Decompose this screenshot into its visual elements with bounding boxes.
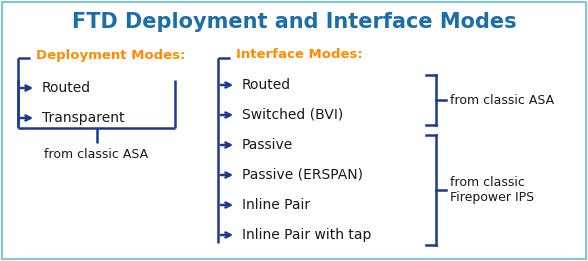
Text: FTD Deployment and Interface Modes: FTD Deployment and Interface Modes [72, 12, 516, 32]
Text: Inline Pair with tap: Inline Pair with tap [242, 228, 372, 242]
Text: Switched (BVI): Switched (BVI) [242, 108, 343, 122]
Text: Routed: Routed [42, 81, 91, 95]
Text: from classic
Firepower IPS: from classic Firepower IPS [450, 176, 534, 204]
Text: Routed: Routed [242, 78, 291, 92]
Text: Passive (ERSPAN): Passive (ERSPAN) [242, 168, 363, 182]
Text: from classic ASA: from classic ASA [45, 149, 149, 162]
Text: Inline Pair: Inline Pair [242, 198, 310, 212]
Text: Passive: Passive [242, 138, 293, 152]
Text: from classic ASA: from classic ASA [450, 93, 554, 106]
Text: Interface Modes:: Interface Modes: [236, 49, 363, 62]
Text: Transparent: Transparent [42, 111, 125, 125]
Text: Deployment Modes:: Deployment Modes: [36, 49, 185, 62]
